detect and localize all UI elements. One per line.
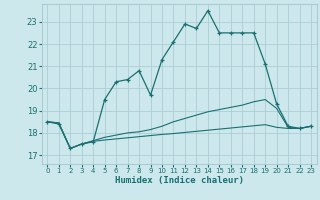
X-axis label: Humidex (Indice chaleur): Humidex (Indice chaleur)	[115, 176, 244, 185]
